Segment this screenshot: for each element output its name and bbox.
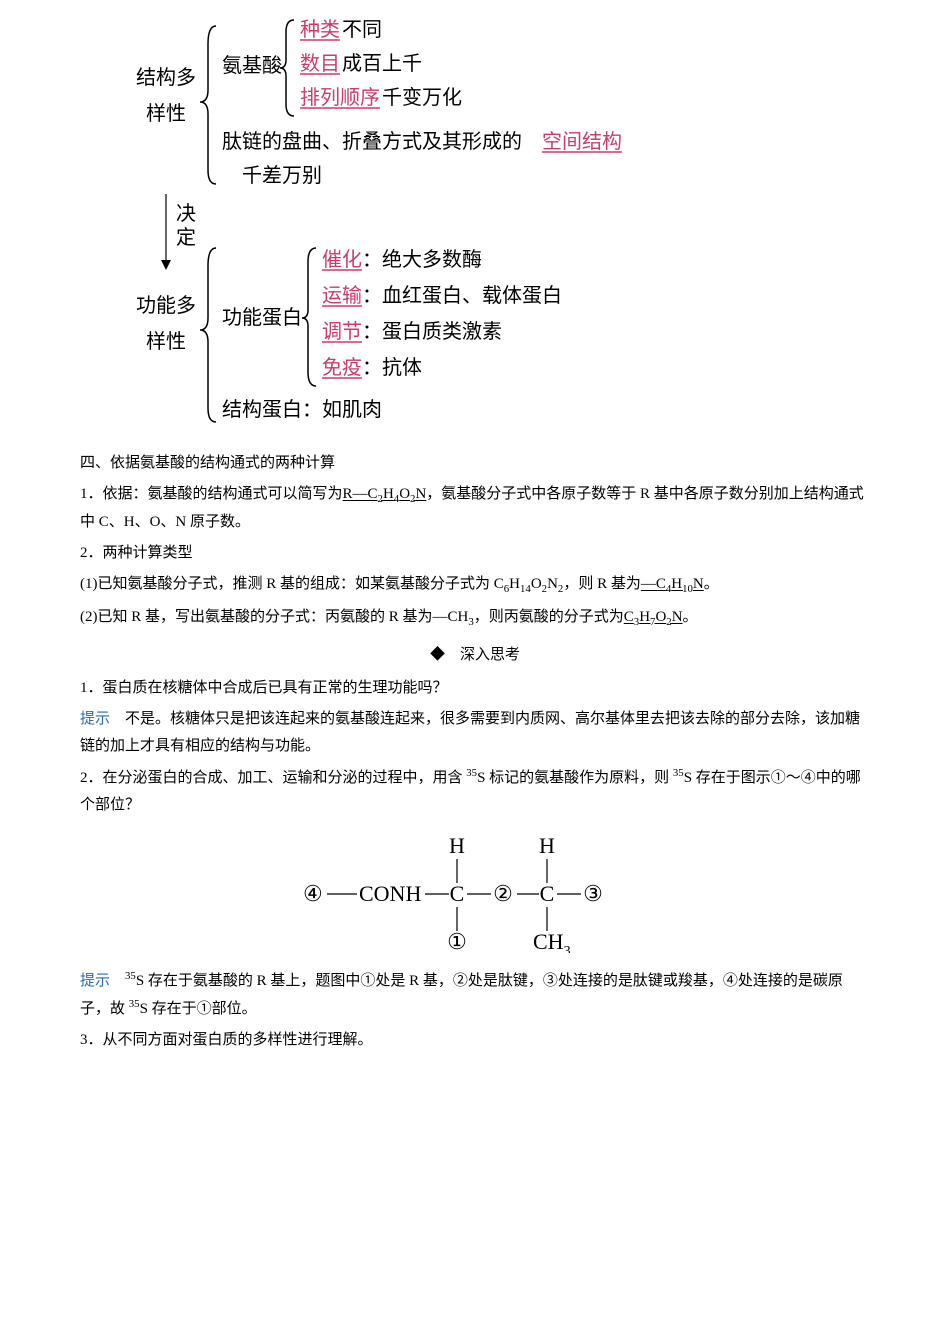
root2-l2: 样性	[146, 330, 186, 353]
peptide-l1a: 肽链的盘曲、折叠方式及其形成的	[222, 130, 522, 153]
fp1-em: 催化	[322, 248, 362, 271]
brace-funcprot	[302, 248, 316, 386]
brace-root1	[200, 26, 216, 184]
sec4-p2-2b: 。	[683, 609, 698, 625]
sec4-p2-2u: C3H7O2N	[624, 609, 683, 625]
sec4-p2-1a: (1)已知氨基酸分子式，推测 R 基的组成：如某氨基酸分子式为 C6H14O2N…	[80, 576, 641, 592]
deep-a2-sup2: 35	[129, 998, 140, 1010]
deep-a1: 提示 不是。核糖体只是把该连起来的氨基酸连起来，很多需要到内质网、高尔基体里去把…	[80, 706, 870, 760]
sec4-title: 四、依据氨基酸的结构通式的两种计算	[80, 450, 870, 477]
aa2-em: 数目	[300, 52, 340, 75]
mol-n2: ②	[493, 881, 513, 906]
aa2-rest: 成百上千	[342, 52, 422, 75]
deep-q2-b: S 标记的氨基酸作为原料，则	[477, 770, 673, 786]
hint-label-1: 提示	[80, 711, 110, 727]
deep-q2-a: 2．在分泌蛋白的合成、加工、运输和分泌的过程中，用含	[80, 770, 466, 786]
fp-line-2: 运输 ：血红蛋白、载体蛋白	[322, 284, 562, 307]
mol-h2: H	[539, 833, 555, 858]
aa-line-1: 种类 不同	[300, 18, 382, 41]
sec4-p2-1u: —C4H10N	[641, 576, 704, 592]
fp4-rest: ：抗体	[362, 356, 422, 379]
deep-a2-body-b: S 存在于①部位。	[140, 1001, 257, 1017]
root2-l1: 功能多	[136, 294, 196, 317]
deep-q3: 3．从不同方面对蛋白质的多样性进行理解。	[80, 1027, 870, 1054]
root1-l2: 样性	[146, 102, 186, 125]
mol-conh: CONH	[359, 881, 421, 906]
peptide-l1em: 空间结构	[542, 130, 622, 153]
page: .dt { font-family: "KaiTi","STKaiti","Si…	[40, 0, 910, 1098]
mol-c2: C	[540, 881, 555, 906]
structprot: 结构蛋白：如肌肉	[222, 398, 382, 421]
mol-n1: ①	[447, 929, 467, 953]
deep-q1: 1．蛋白质在核糖体中合成后已具有正常的生理功能吗？	[80, 675, 870, 702]
sec4-p2-1b: 。	[704, 576, 719, 592]
fp-line-3: 调节 ：蛋白质类激素	[322, 320, 502, 343]
mol-ch3: CH3	[533, 929, 571, 953]
sec4-p2-1: (1)已知氨基酸分子式，推测 R 基的组成：如某氨基酸分子式为 C6H14O2N…	[80, 571, 870, 599]
mol-h1: H	[449, 833, 465, 858]
tree-diagram-svg: .dt { font-family: "KaiTi","STKaiti","Si…	[136, 12, 776, 430]
sec4-p2-2: (2)已知 R 基，写出氨基酸的分子式：丙氨酸的 R 基为—CH3，则丙氨酸的分…	[80, 604, 870, 632]
deep-a1-body: 不是。核糖体只是把该连起来的氨基酸连起来，很多需要到内质网、高尔基体里去把该去除…	[80, 711, 860, 754]
molecule-diagram: .mt{font-family: "Times New Roman", seri…	[285, 833, 665, 953]
fp2-em: 运输	[322, 284, 362, 307]
aa-line-2: 数目 成百上千	[300, 52, 422, 75]
arrow-lbl1: 决	[176, 202, 196, 225]
mol-n4: ④	[303, 881, 323, 906]
deep-a2: 提示 35S 存在于氨基酸的 R 基上，题图中①处是 R 基，②处是肽键，③处连…	[80, 967, 870, 1023]
fp2-rest: ：血红蛋白、载体蛋白	[362, 284, 562, 307]
peptide-l2: 千差万别	[242, 164, 322, 187]
funcprot-label: 功能蛋白	[222, 306, 302, 329]
hint-label-2: 提示	[80, 973, 110, 989]
brace-aa	[280, 20, 294, 116]
aa-label: 氨基酸	[222, 54, 282, 77]
mol-n3: ③	[583, 881, 603, 906]
sec4-p2-2a: (2)已知 R 基，写出氨基酸的分子式：丙氨酸的 R 基为—CH3，则丙氨酸的分…	[80, 609, 624, 625]
fp3-em: 调节	[322, 320, 362, 343]
fp1-rest: ：绝大多数酶	[362, 248, 482, 271]
aa1-em: 种类	[300, 18, 340, 41]
deep-q2: 2．在分泌蛋白的合成、加工、运输和分泌的过程中，用含 35S 标记的氨基酸作为原…	[80, 764, 870, 819]
deep-q2-sup2: 35	[673, 767, 684, 779]
sec4-p1: 1．依据：氨基酸的结构通式可以简写为R—C2H4O2N，氨基酸分子式中各原子数等…	[80, 481, 870, 536]
sec4-p1-a: 1．依据：氨基酸的结构通式可以简写为	[80, 486, 343, 502]
aa1-rest: 不同	[342, 19, 382, 41]
fp3-rest: ：蛋白质类激素	[362, 320, 502, 343]
fp-line-4: 免疫 ：抗体	[322, 356, 422, 379]
aa3-em: 排列顺序	[300, 86, 380, 109]
aa3-rest: 千变万化	[382, 86, 462, 109]
sec4-p1-u: R—C2H4O2N	[343, 486, 427, 502]
fp4-em: 免疫	[322, 356, 362, 379]
fp-line-1: 催化 ：绝大多数酶	[322, 248, 482, 271]
structure-function-diagram: .dt { font-family: "KaiTi","STKaiti","Si…	[136, 12, 870, 430]
deep-q2-sup: 35	[466, 767, 477, 779]
mol-c1: C	[450, 881, 465, 906]
arrow-lbl2: 定	[176, 226, 196, 249]
root1-l1: 结构多	[136, 66, 196, 89]
molecule-svg: .mt{font-family: "Times New Roman", seri…	[285, 833, 665, 953]
arrow-head-icon	[161, 260, 171, 270]
aa-line-3: 排列顺序 千变万化	[300, 86, 462, 109]
sec4-p2: 2．两种计算类型	[80, 540, 870, 567]
brace-root2	[200, 248, 216, 422]
deep-heading: ◆ 深入思考	[80, 642, 870, 669]
deep-a2-sup1: 35	[125, 970, 136, 982]
